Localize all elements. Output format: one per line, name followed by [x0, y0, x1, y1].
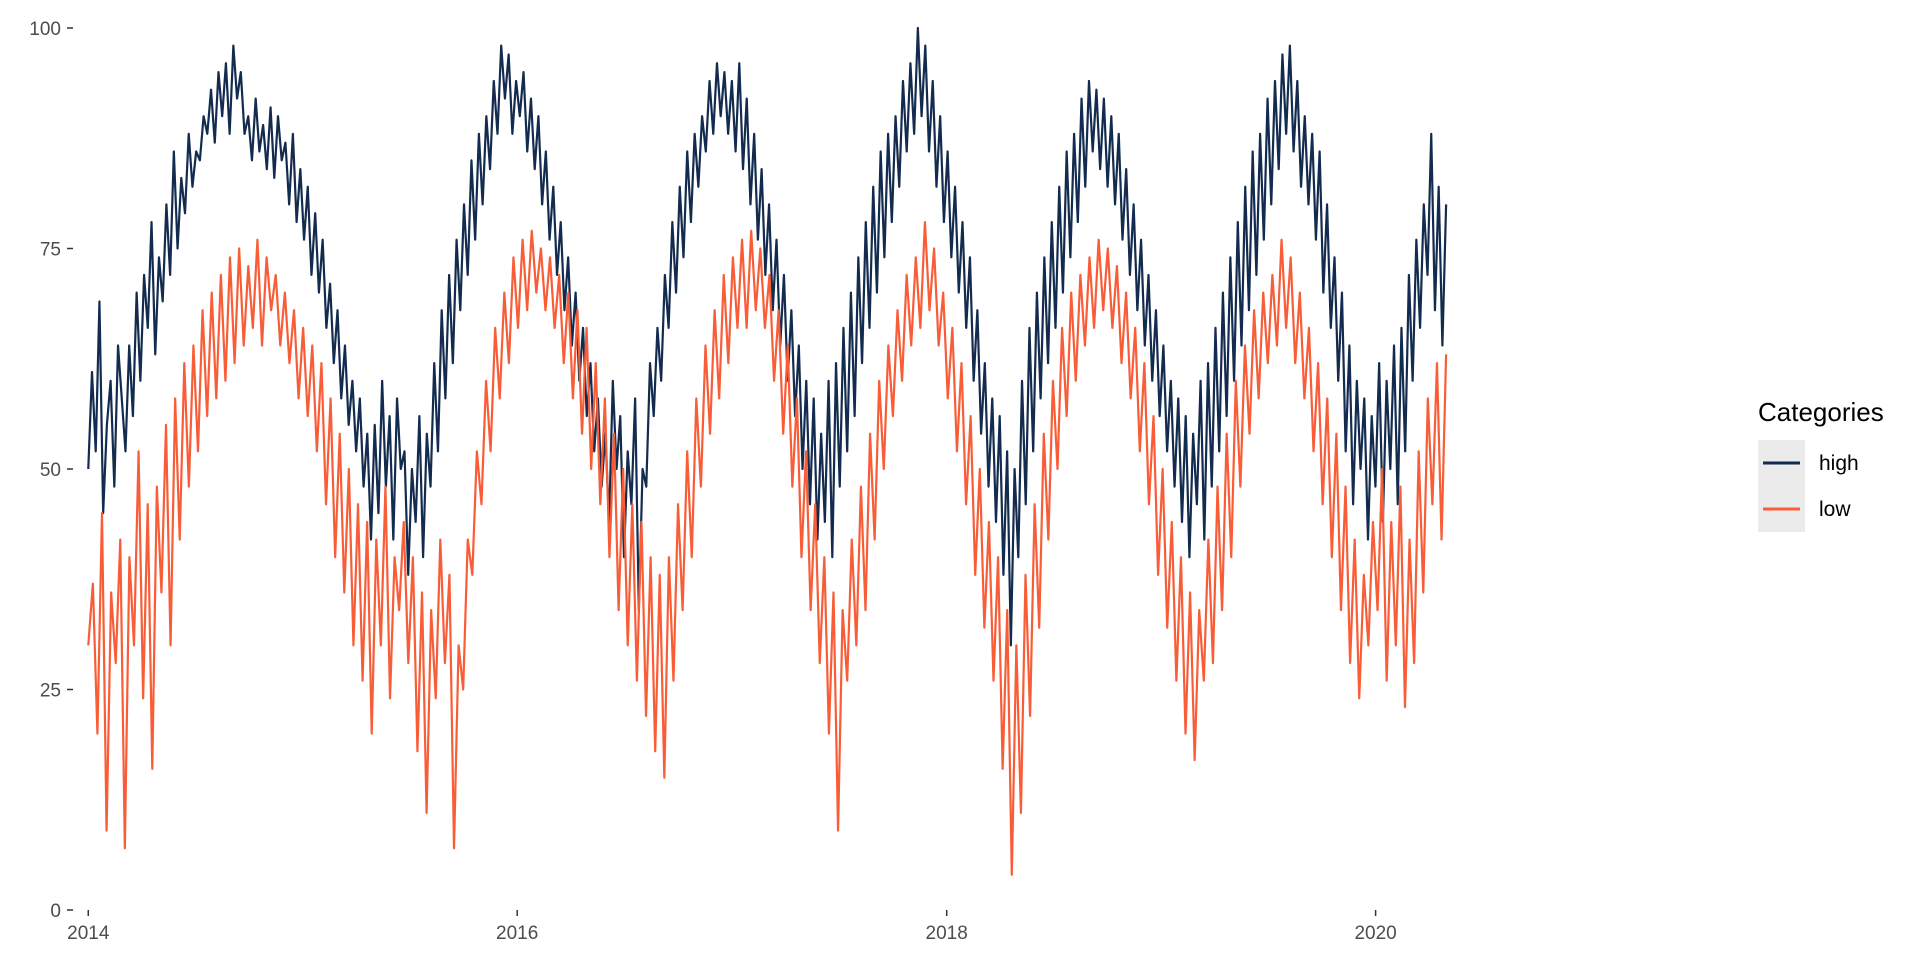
series-line-high [87, 26, 1448, 647]
legend-label-low: low [1819, 498, 1851, 521]
y-tick-label: 25 [40, 681, 61, 702]
y-axis: 0 25 50 75 100 [29, 19, 73, 922]
y-tick-label: 75 [40, 240, 61, 261]
y-tick-label: 100 [29, 19, 61, 40]
x-tick-label: 2018 [926, 923, 968, 944]
legend-title: Categories [1758, 397, 1884, 427]
x-tick-label: 2020 [1354, 923, 1396, 944]
y-tick-label: 50 [40, 460, 61, 481]
y-tick-label: 0 [50, 901, 61, 922]
series-line-low [87, 220, 1448, 876]
x-tick-label: 2014 [67, 923, 110, 944]
legend: Categories high low [1758, 397, 1884, 532]
legend-key-background [1758, 440, 1805, 532]
plot-area [87, 26, 1448, 876]
x-tick-label: 2016 [496, 923, 538, 944]
legend-label-high: high [1819, 452, 1859, 475]
x-axis: 2014 2016 2018 2020 [67, 910, 1397, 944]
